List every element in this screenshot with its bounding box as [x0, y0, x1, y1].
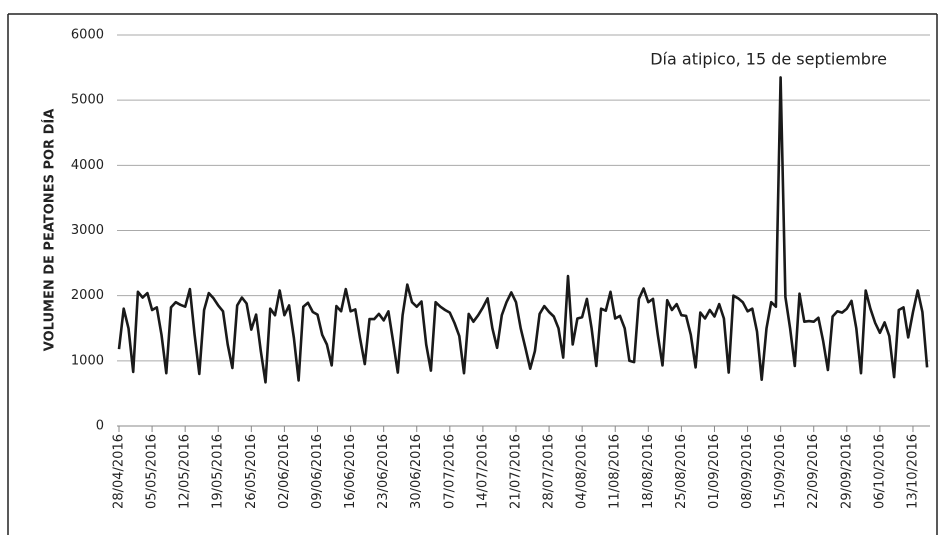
y-tick-label: 6000 [71, 28, 104, 43]
y-tick-label: 5000 [71, 93, 104, 108]
x-tick-label: 19/05/2016 [211, 434, 226, 509]
x-tick-label: 26/05/2016 [244, 434, 259, 509]
x-tick-label: 06/10/2016 [872, 434, 887, 509]
x-tick-label: 28/04/2016 [112, 434, 127, 509]
x-tick-label: 30/06/2016 [409, 434, 424, 509]
x-tick-label: 25/08/2016 [674, 434, 689, 509]
x-tick-label: 15/09/2016 [773, 434, 788, 509]
x-tick-label: 08/09/2016 [740, 434, 755, 509]
data-line [117, 76, 929, 384]
x-tick-label: 05/05/2016 [145, 434, 160, 509]
y-tick-label: 0 [96, 419, 104, 434]
y-tick-label: 2000 [71, 288, 104, 303]
x-tick-label: 04/08/2016 [575, 434, 590, 509]
x-tick-label: 23/06/2016 [376, 434, 391, 509]
x-tick-label: 02/06/2016 [277, 434, 292, 509]
x-tick-label: 22/09/2016 [806, 434, 821, 509]
x-tick-label: 09/06/2016 [310, 434, 325, 509]
x-tick-label: 14/07/2016 [475, 434, 490, 509]
x-tick-label: 16/06/2016 [343, 434, 358, 509]
x-tick-label: 18/08/2016 [641, 434, 656, 509]
y-tick-label: 1000 [71, 353, 104, 368]
y-axis-title: VOLUMEN DE PEATONES POR DÍA [42, 109, 58, 352]
x-tick-label: 29/09/2016 [839, 434, 854, 509]
x-tick-label: 01/09/2016 [707, 434, 722, 509]
x-tick-label: 21/07/2016 [508, 434, 523, 509]
y-tick-label: 4000 [71, 158, 104, 173]
x-tick-label: 12/05/2016 [178, 434, 193, 509]
x-tick-label: 28/07/2016 [542, 434, 557, 509]
annotation: Día atipico, 15 de septiembre [650, 50, 887, 69]
y-tick-label: 3000 [71, 223, 104, 238]
x-tick-label: 07/07/2016 [442, 434, 457, 509]
x-tick-label: 11/08/2016 [608, 434, 623, 509]
x-tick-label: 13/10/2016 [905, 434, 920, 509]
